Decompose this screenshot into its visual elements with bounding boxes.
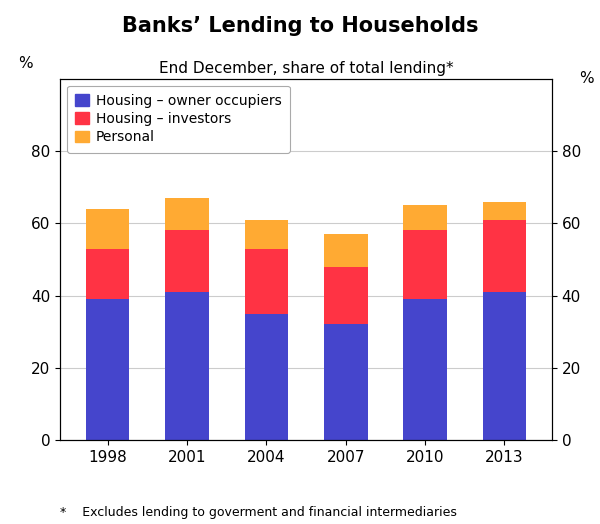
- Y-axis label: %: %: [579, 71, 594, 86]
- Bar: [86, 299, 130, 440]
- Bar: [245, 220, 288, 248]
- Legend: Housing – owner occupiers, Housing – investors, Personal: Housing – owner occupiers, Housing – inv…: [67, 85, 290, 152]
- Bar: [86, 248, 130, 299]
- Bar: [324, 324, 368, 440]
- Bar: [482, 220, 526, 292]
- Bar: [403, 299, 447, 440]
- Bar: [403, 205, 447, 231]
- Bar: [165, 231, 209, 292]
- Bar: [86, 209, 130, 248]
- Text: *    Excludes lending to goverment and financial intermediaries: * Excludes lending to goverment and fina…: [60, 506, 457, 519]
- Bar: [403, 231, 447, 299]
- Bar: [324, 267, 368, 324]
- Bar: [482, 202, 526, 220]
- Text: Banks’ Lending to Households: Banks’ Lending to Households: [122, 16, 478, 36]
- Title: End December, share of total lending*: End December, share of total lending*: [158, 61, 454, 76]
- Bar: [245, 313, 288, 440]
- Bar: [482, 292, 526, 440]
- Bar: [324, 234, 368, 267]
- Y-axis label: %: %: [18, 57, 33, 71]
- Bar: [165, 292, 209, 440]
- Bar: [245, 248, 288, 313]
- Bar: [165, 198, 209, 231]
